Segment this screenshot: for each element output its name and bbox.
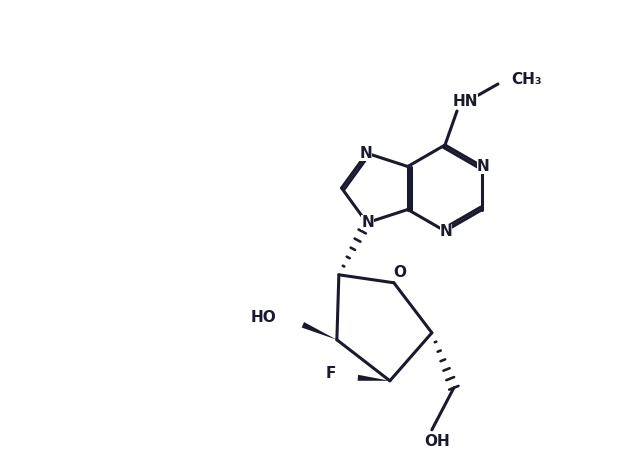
Text: OH: OH [424, 434, 450, 449]
Text: HO: HO [251, 310, 277, 325]
Text: N: N [440, 224, 452, 238]
Polygon shape [358, 375, 390, 381]
Polygon shape [301, 322, 337, 340]
Text: F: F [326, 366, 336, 381]
Text: O: O [394, 265, 406, 280]
Text: N: N [360, 146, 372, 161]
Text: N: N [362, 215, 374, 230]
Text: N: N [477, 159, 490, 174]
Text: CH₃: CH₃ [511, 71, 541, 86]
Text: HN: HN [452, 94, 477, 109]
